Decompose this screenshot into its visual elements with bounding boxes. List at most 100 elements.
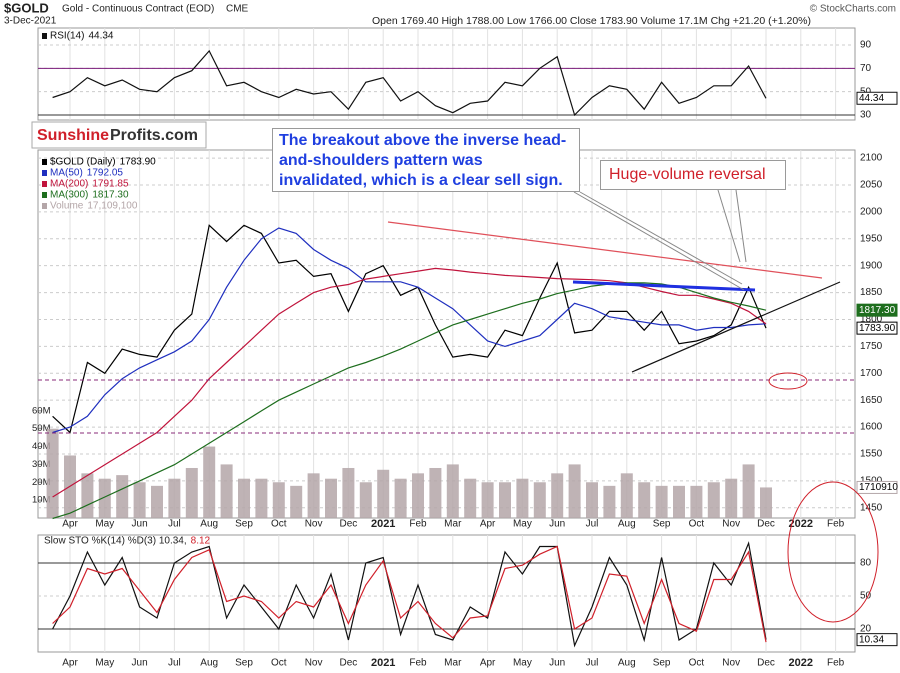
- price-line: [52, 49, 767, 117]
- arrow: [717, 189, 741, 263]
- legend-value: 1783.90: [120, 157, 157, 168]
- highlight-ellipse: [768, 372, 808, 390]
- x-tick-label: Oct: [689, 658, 705, 669]
- x-tick-label: May: [513, 519, 532, 530]
- volume-bar: [325, 478, 337, 518]
- x-tick-label: Jun: [132, 519, 148, 530]
- x-tick-label: 2021: [371, 657, 395, 669]
- series-line: [52, 267, 767, 498]
- y-tick-label: 50: [860, 591, 872, 602]
- value-tag: 1710910: [859, 482, 898, 493]
- volume-bar: [377, 469, 390, 518]
- x-tick-label: 2022: [789, 657, 813, 669]
- volume-bar: [760, 487, 772, 518]
- volume-bar: [98, 478, 111, 518]
- value-tag: 44.34: [859, 93, 884, 104]
- x-tick-label: Nov: [722, 519, 740, 530]
- y-tick-label: 2050: [860, 180, 883, 191]
- y2-tick-label: 10M: [32, 495, 51, 506]
- x-tick-label: Dec: [757, 658, 775, 669]
- y2-tick-label: 50M: [32, 423, 51, 434]
- price-line: [52, 224, 767, 434]
- x-tick-label: Feb: [409, 658, 427, 669]
- x-tick-label: Jun: [132, 658, 148, 669]
- x-tick-label: Nov: [305, 519, 323, 530]
- x-tick-label: Oct: [689, 519, 705, 530]
- volume-bar: [307, 473, 320, 518]
- volume-bar: [81, 473, 94, 518]
- y-tick-label: 1850: [860, 287, 883, 298]
- y-tick-label: 1950: [860, 233, 883, 244]
- volume-bar: [707, 482, 720, 518]
- date: 3-Dec-2021: [4, 16, 57, 27]
- x-tick-label: Aug: [200, 519, 218, 530]
- volume-bar: [255, 478, 268, 518]
- legend-value: 17,109,100: [87, 201, 137, 212]
- legend-name: Volume: [50, 201, 84, 212]
- volume-bar: [533, 482, 546, 518]
- value-tag-box: [856, 480, 898, 494]
- x-tick-label: 2022: [789, 518, 813, 530]
- resistance-line: [387, 221, 823, 279]
- legend-value: 1791.85: [92, 179, 129, 190]
- y2-tick-label: 20M: [32, 477, 51, 488]
- volume-bar: [638, 482, 651, 518]
- highlight-ellipse: [787, 481, 879, 623]
- credit: © StockCharts.com: [810, 4, 896, 15]
- x-tick-label: Jul: [168, 658, 181, 669]
- y-tick-label: 80: [860, 558, 872, 569]
- logo-part: Sunshine: [37, 127, 109, 144]
- y-tick-label: 1700: [860, 368, 883, 379]
- volume-bar: [655, 485, 668, 518]
- legend-name: MA(300): [50, 190, 88, 201]
- legend-swatch: [42, 203, 47, 209]
- y-tick-label: 1650: [860, 395, 883, 406]
- x-tick-label: Apr: [480, 519, 496, 530]
- legend-name: RSI(14): [50, 31, 84, 42]
- x-tick-label: Feb: [409, 519, 427, 530]
- instrument-name: Gold - Continuous Contract (EOD): [62, 4, 214, 15]
- y-tick-label: 1600: [860, 422, 883, 433]
- volume-bar: [168, 478, 181, 518]
- volume-bar: [185, 467, 198, 518]
- value-tag-box: [856, 321, 898, 335]
- arrow: [573, 191, 745, 291]
- x-tick-label: Jul: [586, 519, 599, 530]
- x-tick-label: May: [95, 658, 114, 669]
- value-tag: 1817.30: [859, 305, 896, 316]
- volume-bar: [725, 478, 738, 518]
- x-tick-label: Mar: [444, 658, 462, 669]
- volume-bar: [238, 478, 250, 518]
- logo-box: [31, 121, 207, 149]
- y-tick-label: 1450: [860, 502, 883, 513]
- value-tag-box: [856, 91, 898, 105]
- x-tick-label: Apr: [62, 658, 78, 669]
- x-tick-label: May: [95, 519, 114, 530]
- y-tick-label: 30: [860, 110, 872, 121]
- x-tick-label: Dec: [340, 658, 358, 669]
- volume-bar: [516, 478, 529, 518]
- x-tick-label: 2021: [371, 518, 395, 530]
- y-tick-label: 70: [860, 63, 872, 74]
- volume-bar: [133, 482, 146, 518]
- volume-bar: [290, 485, 303, 518]
- x-tick-label: Sep: [235, 658, 253, 669]
- volume-bar: [220, 464, 233, 518]
- exchange: CME: [226, 4, 249, 15]
- volume-bar: [586, 482, 598, 518]
- y-tick-label: 90: [860, 40, 872, 51]
- y2-tick-label: 30M: [32, 459, 51, 470]
- legend-value: 1792.05: [87, 168, 124, 179]
- volume-bar: [446, 464, 459, 518]
- arrow: [735, 189, 747, 263]
- y2-tick-label: 60M: [32, 405, 51, 416]
- volume-bar: [394, 478, 407, 518]
- neckline: [572, 280, 756, 292]
- x-tick-label: Aug: [618, 519, 636, 530]
- panel-frame: [37, 27, 856, 121]
- symbol: $GOLD: [4, 0, 49, 15]
- panel-title: Slow STO %K(14) %D(3) 10.34,: [44, 536, 187, 547]
- volume-bar: [568, 464, 581, 518]
- x-tick-label: Aug: [618, 658, 636, 669]
